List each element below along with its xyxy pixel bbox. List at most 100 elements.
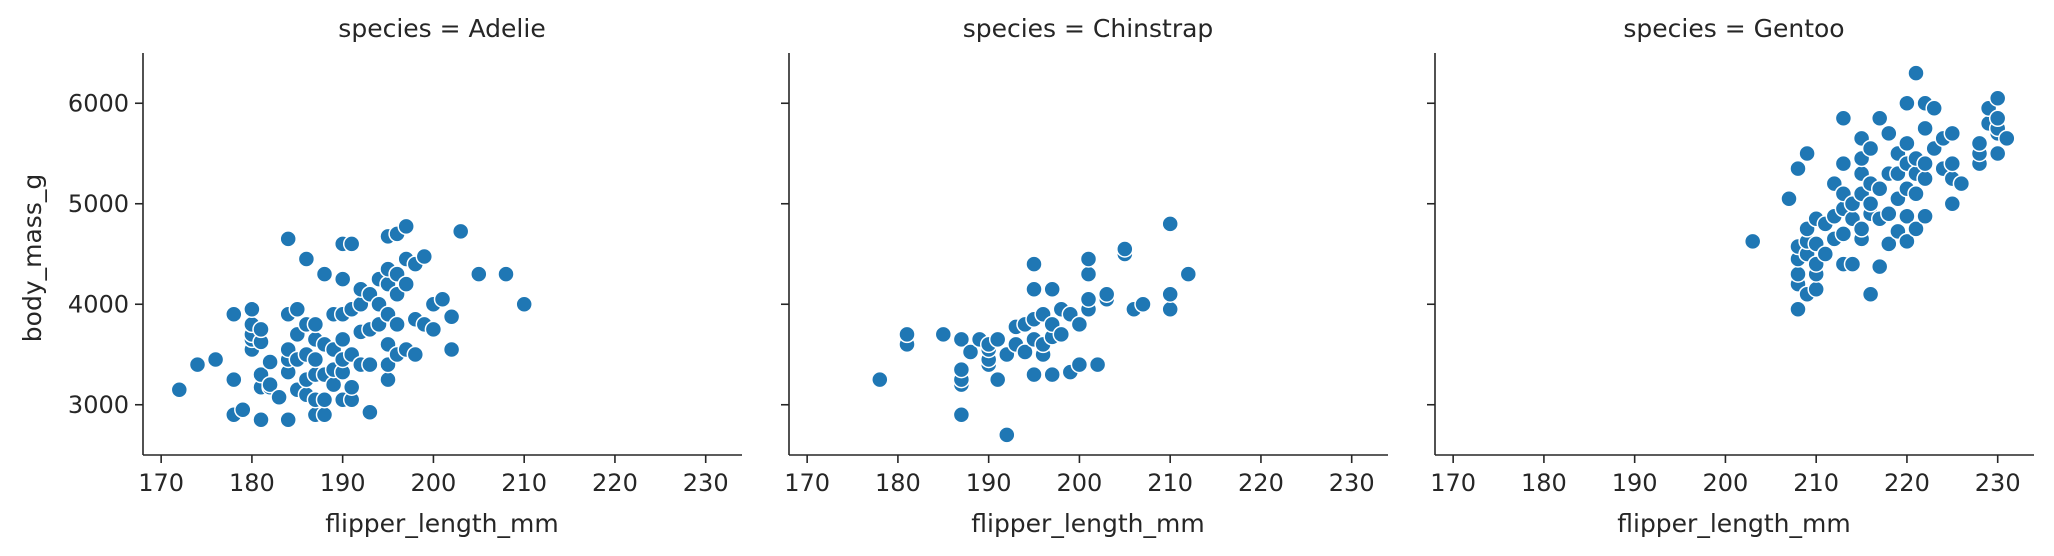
- x-tick-label: 180: [1521, 469, 1567, 497]
- y-tick-label: 6000: [68, 89, 129, 117]
- data-point: [1870, 179, 1889, 198]
- data-point: [1880, 235, 1898, 253]
- data-point: [1943, 195, 1962, 213]
- data-point: [1025, 365, 1043, 384]
- data-point: [252, 320, 270, 339]
- data-point: [1025, 280, 1043, 298]
- data-point: [342, 235, 361, 253]
- data-point: [515, 295, 533, 314]
- data-point: [1789, 300, 1807, 319]
- data-point: [1025, 255, 1043, 273]
- data-point: [1789, 265, 1807, 283]
- x-tick-label: 170: [138, 469, 184, 497]
- data-point: [333, 330, 352, 349]
- data-point: [1834, 225, 1853, 243]
- x-axis-label: flipper_length_mm: [1617, 509, 1850, 538]
- data-point: [315, 390, 334, 409]
- data-point: [1870, 257, 1889, 276]
- x-ticks: 170 180 190 200 210 220 230: [784, 455, 1375, 497]
- data-point: [1789, 159, 1807, 178]
- data-point: [1834, 109, 1853, 128]
- data-point: [1016, 343, 1034, 361]
- x-tick-label: 170: [784, 469, 830, 497]
- data-point: [952, 330, 971, 349]
- data-point: [1998, 129, 2016, 148]
- facet-panel-adelie: species = Adelie body_mass_g 170 180 190 20…: [18, 14, 742, 538]
- data-point: [1807, 280, 1825, 298]
- data-point: [1079, 265, 1098, 283]
- data-point: [998, 426, 1016, 444]
- data-point: [342, 378, 361, 396]
- y-tick-label: 5000: [68, 190, 129, 218]
- data-point: [1861, 195, 1880, 213]
- data-point: [1161, 285, 1179, 303]
- data-point: [451, 222, 470, 241]
- x-tick-label: 190: [966, 469, 1012, 497]
- data-point: [1843, 255, 1862, 273]
- data-point: [1161, 215, 1179, 233]
- data-point: [1880, 124, 1898, 143]
- data-point: [1943, 154, 1962, 173]
- data-point: [1861, 139, 1880, 158]
- data-point: [1943, 124, 1962, 143]
- data-point: [1988, 144, 2007, 163]
- data-point: [225, 370, 243, 389]
- panel-title: species = Gentoo: [1623, 14, 1844, 43]
- data-point: [1988, 89, 2007, 107]
- data-point: [279, 411, 297, 429]
- data-point: [1816, 245, 1835, 263]
- data-point: [433, 290, 452, 308]
- data-point: [1925, 99, 1943, 118]
- x-tick-label: 230: [1329, 469, 1375, 497]
- x-axis-label: flipper_length_mm: [971, 509, 1204, 538]
- data-point: [361, 403, 379, 422]
- y-tick-label: 3000: [68, 391, 129, 419]
- data-point: [1743, 232, 1762, 251]
- data-point: [1052, 325, 1071, 344]
- x-tick-label: 210: [1147, 469, 1193, 497]
- axes: [142, 53, 742, 456]
- data-point: [315, 406, 334, 424]
- data-point: [261, 353, 279, 371]
- data-point: [288, 300, 307, 319]
- data-point: [388, 315, 406, 334]
- data-point: [898, 325, 916, 344]
- data-point: [406, 345, 425, 364]
- data-point: [1907, 184, 1925, 203]
- data-point: [1988, 109, 2007, 128]
- y-ticks: 3000 4000 5000 6000: [68, 89, 143, 419]
- panel-title: species = Adelie: [338, 14, 545, 43]
- facet-panel-gentoo: species = Gentoo 170 180 190 200 210 220 230 f…: [1427, 14, 2034, 538]
- data-point: [952, 406, 971, 424]
- scatter-points: [170, 217, 533, 429]
- data-point: [379, 370, 397, 389]
- data-point: [934, 325, 953, 344]
- data-point: [315, 265, 334, 283]
- x-tick-label: 230: [683, 469, 729, 497]
- scatter-points: [1743, 64, 2016, 319]
- data-point: [252, 411, 270, 429]
- data-point: [1952, 174, 1971, 193]
- x-tick-label: 170: [1430, 469, 1476, 497]
- data-point: [1916, 119, 1934, 138]
- data-point: [333, 270, 352, 288]
- x-tick-label: 220: [1238, 469, 1284, 497]
- x-tick-label: 200: [1703, 469, 1749, 497]
- data-point: [261, 375, 279, 394]
- data-point: [961, 343, 980, 361]
- y-axis-label: body_mass_g: [18, 174, 47, 342]
- data-point: [297, 250, 316, 268]
- x-tick-label: 190: [1612, 469, 1658, 497]
- data-point: [1898, 232, 1916, 251]
- data-point: [1916, 207, 1934, 226]
- data-point: [397, 275, 415, 293]
- data-point: [243, 300, 261, 319]
- data-point: [1161, 300, 1179, 319]
- data-point: [1907, 220, 1925, 238]
- data-point: [424, 320, 443, 339]
- data-point: [1834, 154, 1853, 173]
- data-point: [1079, 250, 1098, 268]
- data-point: [188, 355, 207, 374]
- data-point: [1898, 94, 1916, 113]
- data-point: [1916, 154, 1934, 173]
